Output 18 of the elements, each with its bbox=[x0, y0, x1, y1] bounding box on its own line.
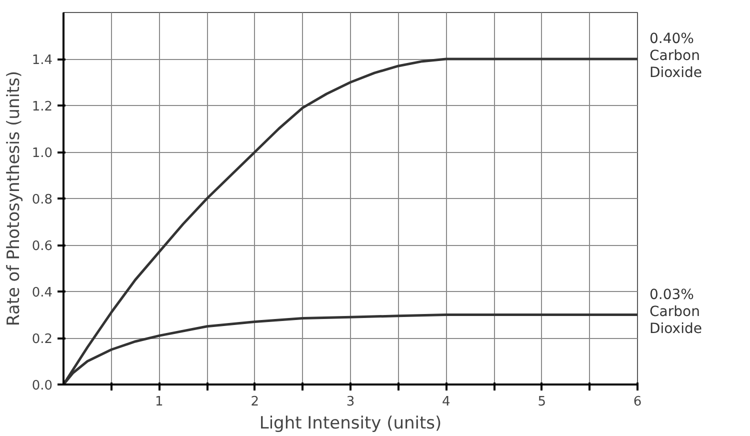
x-tick-label: 3 bbox=[346, 394, 355, 410]
x-tick-label: 4 bbox=[442, 394, 450, 410]
series-label: 0.03% Carbon Dioxide bbox=[650, 286, 702, 337]
x-tick-label: 2 bbox=[250, 394, 259, 410]
x-axis-title: Light Intensity (units) bbox=[259, 414, 442, 434]
y-tick-label: 0.4 bbox=[32, 286, 53, 300]
y-tick-label: 1.2 bbox=[32, 100, 53, 114]
y-tick-label: 0.8 bbox=[32, 192, 53, 208]
x-tick-label: 6 bbox=[633, 394, 642, 410]
x-tick-label: 5 bbox=[538, 394, 546, 410]
y-tick-label: 1.0 bbox=[32, 146, 53, 161]
y-tick-label: 0.6 bbox=[32, 239, 53, 254]
y-tick-label: 1.4 bbox=[32, 53, 53, 68]
y-axis-title: Rate of Photosynthesis (units) bbox=[4, 70, 24, 326]
series-label: 0.40% Carbon Dioxide bbox=[650, 31, 702, 81]
y-tick-label: 0.0 bbox=[32, 378, 53, 394]
x-tick-label: 1 bbox=[155, 394, 164, 410]
y-tick-label: 0.2 bbox=[32, 332, 53, 347]
